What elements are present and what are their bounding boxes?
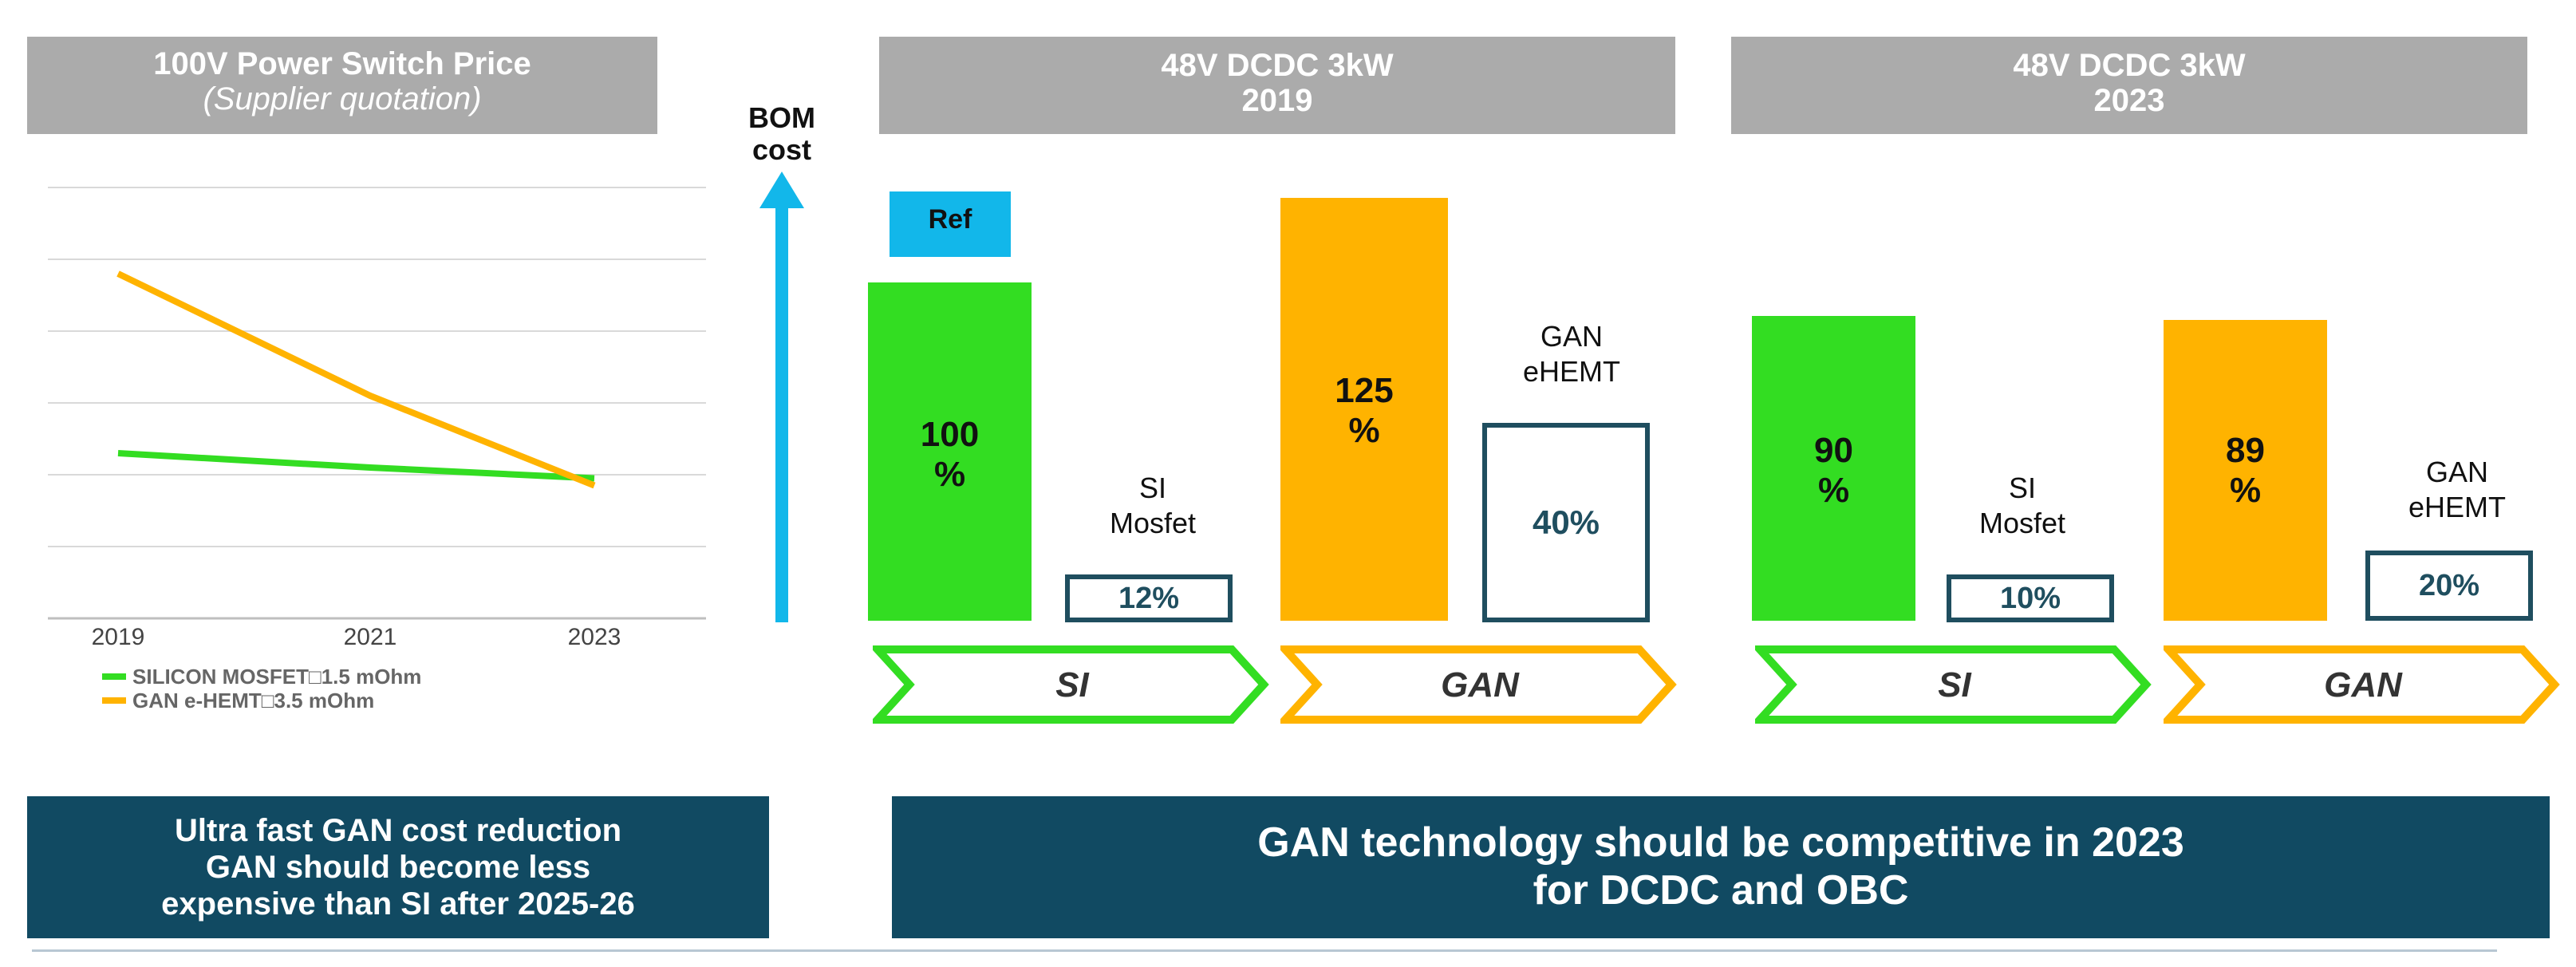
bar-2023-si-value: 90 xyxy=(1814,431,1853,470)
panel-2023-title: 48V DCDC 3kW xyxy=(2013,48,2246,83)
conclusion-left-line1: Ultra fast GAN cost reduction xyxy=(174,813,622,848)
tech-2023-si-label: SI xyxy=(1938,665,1971,705)
bom-arrow-shaft xyxy=(775,203,788,622)
switch-2019-si-line1: SI xyxy=(1138,472,1166,504)
tech-2019-si-label: SI xyxy=(1055,665,1089,705)
tech-chevron-2019-gan xyxy=(1280,645,1677,724)
conclusion-right-line1: GAN technology should be competitive in … xyxy=(1257,819,2184,866)
conclusion-left-line3: expensive than SI after 2025-26 xyxy=(161,886,635,922)
bar-2023-gan-label: 89 % xyxy=(2164,431,2327,511)
switch-2019-gan-caption: GAN eHEMT xyxy=(1468,319,1675,389)
panel-2023-year: 2023 xyxy=(2093,83,2165,118)
switch-2023-gan-line1: GAN xyxy=(2425,456,2488,488)
switch-2023-si-line1: SI xyxy=(2008,472,2036,504)
ref-badge: Ref xyxy=(890,191,1011,257)
x-tick-label: 2021 xyxy=(344,624,397,650)
bar-2023-gan xyxy=(2164,319,2327,621)
panel-2019-title: 48V DCDC 3kW xyxy=(1161,48,1394,83)
bom-axis-label: BOM cost xyxy=(718,102,846,166)
line-chart-header: 100V Power Switch Price (Supplier quotat… xyxy=(27,37,657,134)
line-chart-series xyxy=(116,270,596,489)
conclusion-right-line2: for DCDC and OBC xyxy=(1533,867,1909,914)
bar-2019-gan-unit: % xyxy=(1348,411,1380,450)
line-chart-grid xyxy=(48,187,706,620)
x-tick-label: 2023 xyxy=(568,624,621,650)
legend-label: GAN e-HEMT□3.5 mOhm xyxy=(132,689,374,712)
switch-2019-gan-box: 40% xyxy=(1482,423,1650,622)
bom-cost-arrow xyxy=(759,172,804,622)
bar-2019-si-unit: % xyxy=(933,455,966,494)
tech-chevron-2023-si xyxy=(1755,645,2152,724)
x-tick-label: 2019 xyxy=(92,624,145,650)
panel-2023-header: 48V DCDC 3kW 2023 xyxy=(1731,37,2527,134)
conclusion-right-banner: GAN technology should be competitive in … xyxy=(892,796,2550,938)
switch-2019-si-line2: Mosfet xyxy=(1109,507,1197,539)
bar-2019-gan xyxy=(1280,198,1448,621)
tech-chevron-2019-si xyxy=(873,645,1269,724)
switch-2019-si-value: 12% xyxy=(1118,582,1180,615)
switch-2019-si-box: 12% xyxy=(1065,574,1233,622)
bar-2019-si xyxy=(868,282,1032,621)
tech-chevron-2023-gan xyxy=(2164,645,2560,724)
tech-2023-gan-label: GAN xyxy=(2324,665,2402,705)
line-chart-x-ticks: 2019 2021 2023 xyxy=(92,624,621,650)
line-chart-title: 100V Power Switch Price xyxy=(153,46,531,81)
price-line-chart: 2019 2021 2023 SILICON MOSFET□1.5 mOhmGAN … xyxy=(48,187,706,712)
bar-2023-gan-unit: % xyxy=(2229,471,2262,510)
legend-label: SILICON MOSFET□1.5 mOhm xyxy=(132,665,421,689)
bom-label-line2: cost xyxy=(751,133,812,166)
switch-2023-si-value: 10% xyxy=(1999,582,2061,615)
line-chart-subtitle: (Supplier quotation) xyxy=(203,81,482,116)
conclusion-left-line2: GAN should become less xyxy=(205,850,591,885)
ref-label: Ref xyxy=(928,204,972,235)
series-line-0 xyxy=(117,450,595,482)
series-line-1 xyxy=(116,270,596,489)
switch-2023-gan-box: 20% xyxy=(2365,551,2533,621)
bar-2023-si-unit: % xyxy=(1817,471,1850,510)
tech-2019-gan-label: GAN xyxy=(1441,665,1519,705)
bom-arrow-head xyxy=(759,172,804,208)
bar-2019-si-value: 100 xyxy=(920,415,980,454)
switch-2023-si-line2: Mosfet xyxy=(1978,507,2066,539)
switch-2023-gan-line2: eHEMT xyxy=(2408,491,2506,523)
switch-2023-si-box: 10% xyxy=(1947,574,2114,622)
switch-2019-si-caption: SI Mosfet xyxy=(1057,471,1249,541)
switch-2023-si-caption: SI Mosfet xyxy=(1927,471,2118,541)
bottom-divider xyxy=(32,949,2497,952)
switch-2023-gan-value: 20% xyxy=(2418,569,2480,602)
panel-2019-year: 2019 xyxy=(1241,83,1313,118)
bar-2023-gan-value: 89 xyxy=(2226,431,2265,470)
switch-2019-gan-line1: GAN xyxy=(1540,320,1603,353)
panel-2019-header: 48V DCDC 3kW 2019 xyxy=(879,37,1675,134)
switch-2019-gan-line2: eHEMT xyxy=(1522,355,1620,388)
bar-2023-si xyxy=(1752,316,1915,621)
switch-2023-gan-caption: GAN eHEMT xyxy=(2353,455,2561,525)
bar-2019-gan-label: 125 % xyxy=(1280,371,1448,451)
bar-2023-si-label: 90 % xyxy=(1752,431,1915,511)
switch-2019-gan-value: 40% xyxy=(1532,503,1600,541)
bar-2019-gan-value: 125 xyxy=(1335,371,1394,410)
bom-label-line1: BOM xyxy=(748,101,815,134)
bar-2019-si-label: 100 % xyxy=(868,415,1032,495)
conclusion-left-banner: Ultra fast GAN cost reduction GAN should… xyxy=(27,796,769,938)
